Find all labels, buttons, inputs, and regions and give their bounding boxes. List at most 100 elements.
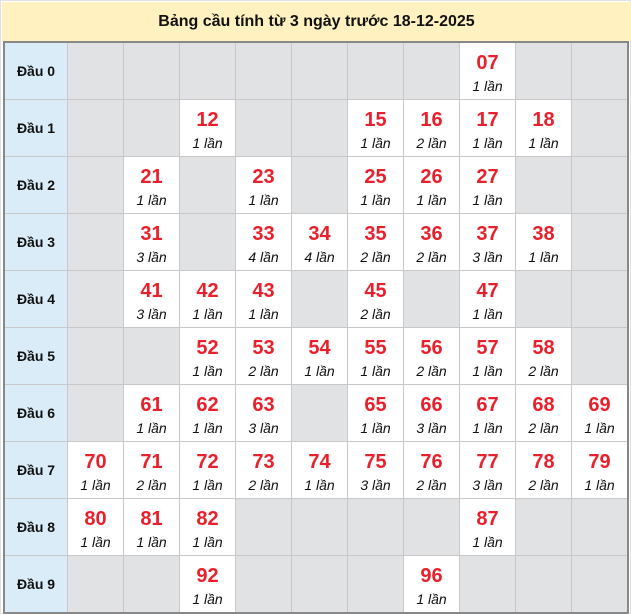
number-cell: 61 1 lần [123,384,180,442]
occurrence-count: 1 lần [80,477,111,493]
number-value: 43 [252,280,275,302]
number-cell: 78 2 lần [515,441,572,499]
number-value: 70 [84,451,107,473]
empty-cell [123,41,180,100]
number-value: 31 [140,223,163,245]
occurrence-count: 2 lần [528,420,559,436]
occurrence-count: 3 lần [416,420,447,436]
empty-cell [179,213,236,271]
occurrence-count: 1 lần [528,249,559,265]
empty-cell [571,41,629,100]
empty-cell [571,213,629,271]
empty-cell [179,41,236,100]
occurrence-count: 1 lần [472,135,503,151]
occurrence-count: 1 lần [584,477,615,493]
number-value: 18 [532,109,555,131]
number-value: 34 [308,223,331,245]
occurrence-count: 1 lần [416,192,447,208]
number-value: 47 [476,280,499,302]
frequency-table: Đầu 0 07 1 lần Đầu 1 12 1 lần 15 1 lần 16 2 lần 17… [3,41,629,614]
empty-cell [459,555,516,614]
number-cell: 75 3 lần [347,441,404,499]
number-value: 45 [364,280,387,302]
number-value: 71 [140,451,163,473]
empty-cell [403,41,460,100]
number-cell: 36 2 lần [403,213,460,271]
number-cell: 92 1 lần [179,555,236,614]
empty-cell [67,327,124,385]
empty-cell [571,99,629,157]
number-cell: 67 1 lần [459,384,516,442]
number-cell: 71 2 lần [123,441,180,499]
number-value: 87 [476,508,499,530]
number-value: 58 [532,337,555,359]
number-cell: 12 1 lần [179,99,236,157]
occurrence-count: 2 lần [248,477,279,493]
occurrence-count: 1 lần [192,534,223,550]
number-value: 68 [532,394,555,416]
number-cell: 68 2 lần [515,384,572,442]
occurrence-count: 4 lần [248,249,279,265]
empty-cell [235,498,292,556]
empty-cell [123,327,180,385]
table-row: Đầu 6 61 1 lần 62 1 lần 63 3 lần 65 1 lần 66 3 lần… [3,384,629,442]
number-value: 16 [420,109,443,131]
number-cell: 07 1 lần [459,41,516,100]
occurrence-count: 2 lần [528,363,559,379]
number-value: 15 [364,109,387,131]
number-cell: 54 1 lần [291,327,348,385]
number-cell: 57 1 lần [459,327,516,385]
empty-cell [67,555,124,614]
empty-cell [235,41,292,100]
empty-cell [291,156,348,214]
number-cell: 55 1 lần [347,327,404,385]
occurrence-count: 3 lần [472,249,503,265]
number-value: 69 [588,394,611,416]
number-cell: 41 3 lần [123,270,180,328]
empty-cell [403,270,460,328]
number-value: 56 [420,337,443,359]
table-row: Đầu 3 31 3 lần 33 4 lần 34 4 lần 35 2 lần 36 2 lần… [3,213,629,271]
number-cell: 27 1 lần [459,156,516,214]
table-row: Đầu 0 07 1 lần [3,41,629,100]
number-value: 78 [532,451,555,473]
occurrence-count: 1 lần [472,78,503,94]
number-value: 79 [588,451,611,473]
occurrence-count: 1 lần [360,363,391,379]
empty-cell [235,99,292,157]
number-value: 76 [420,451,443,473]
table-row: Đầu 1 12 1 lần 15 1 lần 16 2 lần 17 1 lần 18 1 lần [3,99,629,157]
empty-cell [179,156,236,214]
table-row: Đầu 7 70 1 lần 71 2 lần 72 1 lần 73 2 lần 74 1 lần… [3,441,629,499]
empty-cell [67,270,124,328]
empty-cell [291,498,348,556]
number-cell: 37 3 lần [459,213,516,271]
occurrence-count: 1 lần [192,420,223,436]
row-label: Đầu 7 [3,441,68,499]
row-label: Đầu 9 [3,555,68,614]
number-cell: 15 1 lần [347,99,404,157]
occurrence-count: 1 lần [192,306,223,322]
occurrence-count: 3 lần [248,420,279,436]
empty-cell [291,41,348,100]
number-value: 66 [420,394,443,416]
occurrence-count: 2 lần [528,477,559,493]
empty-cell [347,41,404,100]
number-value: 37 [476,223,499,245]
occurrence-count: 3 lần [472,477,503,493]
number-value: 36 [420,223,443,245]
number-cell: 17 1 lần [459,99,516,157]
number-cell: 96 1 lần [403,555,460,614]
number-value: 77 [476,451,499,473]
number-value: 54 [308,337,331,359]
number-value: 67 [476,394,499,416]
number-value: 74 [308,451,331,473]
occurrence-count: 1 lần [192,591,223,607]
number-cell: 31 3 lần [123,213,180,271]
number-cell: 42 1 lần [179,270,236,328]
occurrence-count: 3 lần [136,249,167,265]
empty-cell [515,270,572,328]
occurrence-count: 1 lần [304,363,335,379]
occurrence-count: 1 lần [304,477,335,493]
